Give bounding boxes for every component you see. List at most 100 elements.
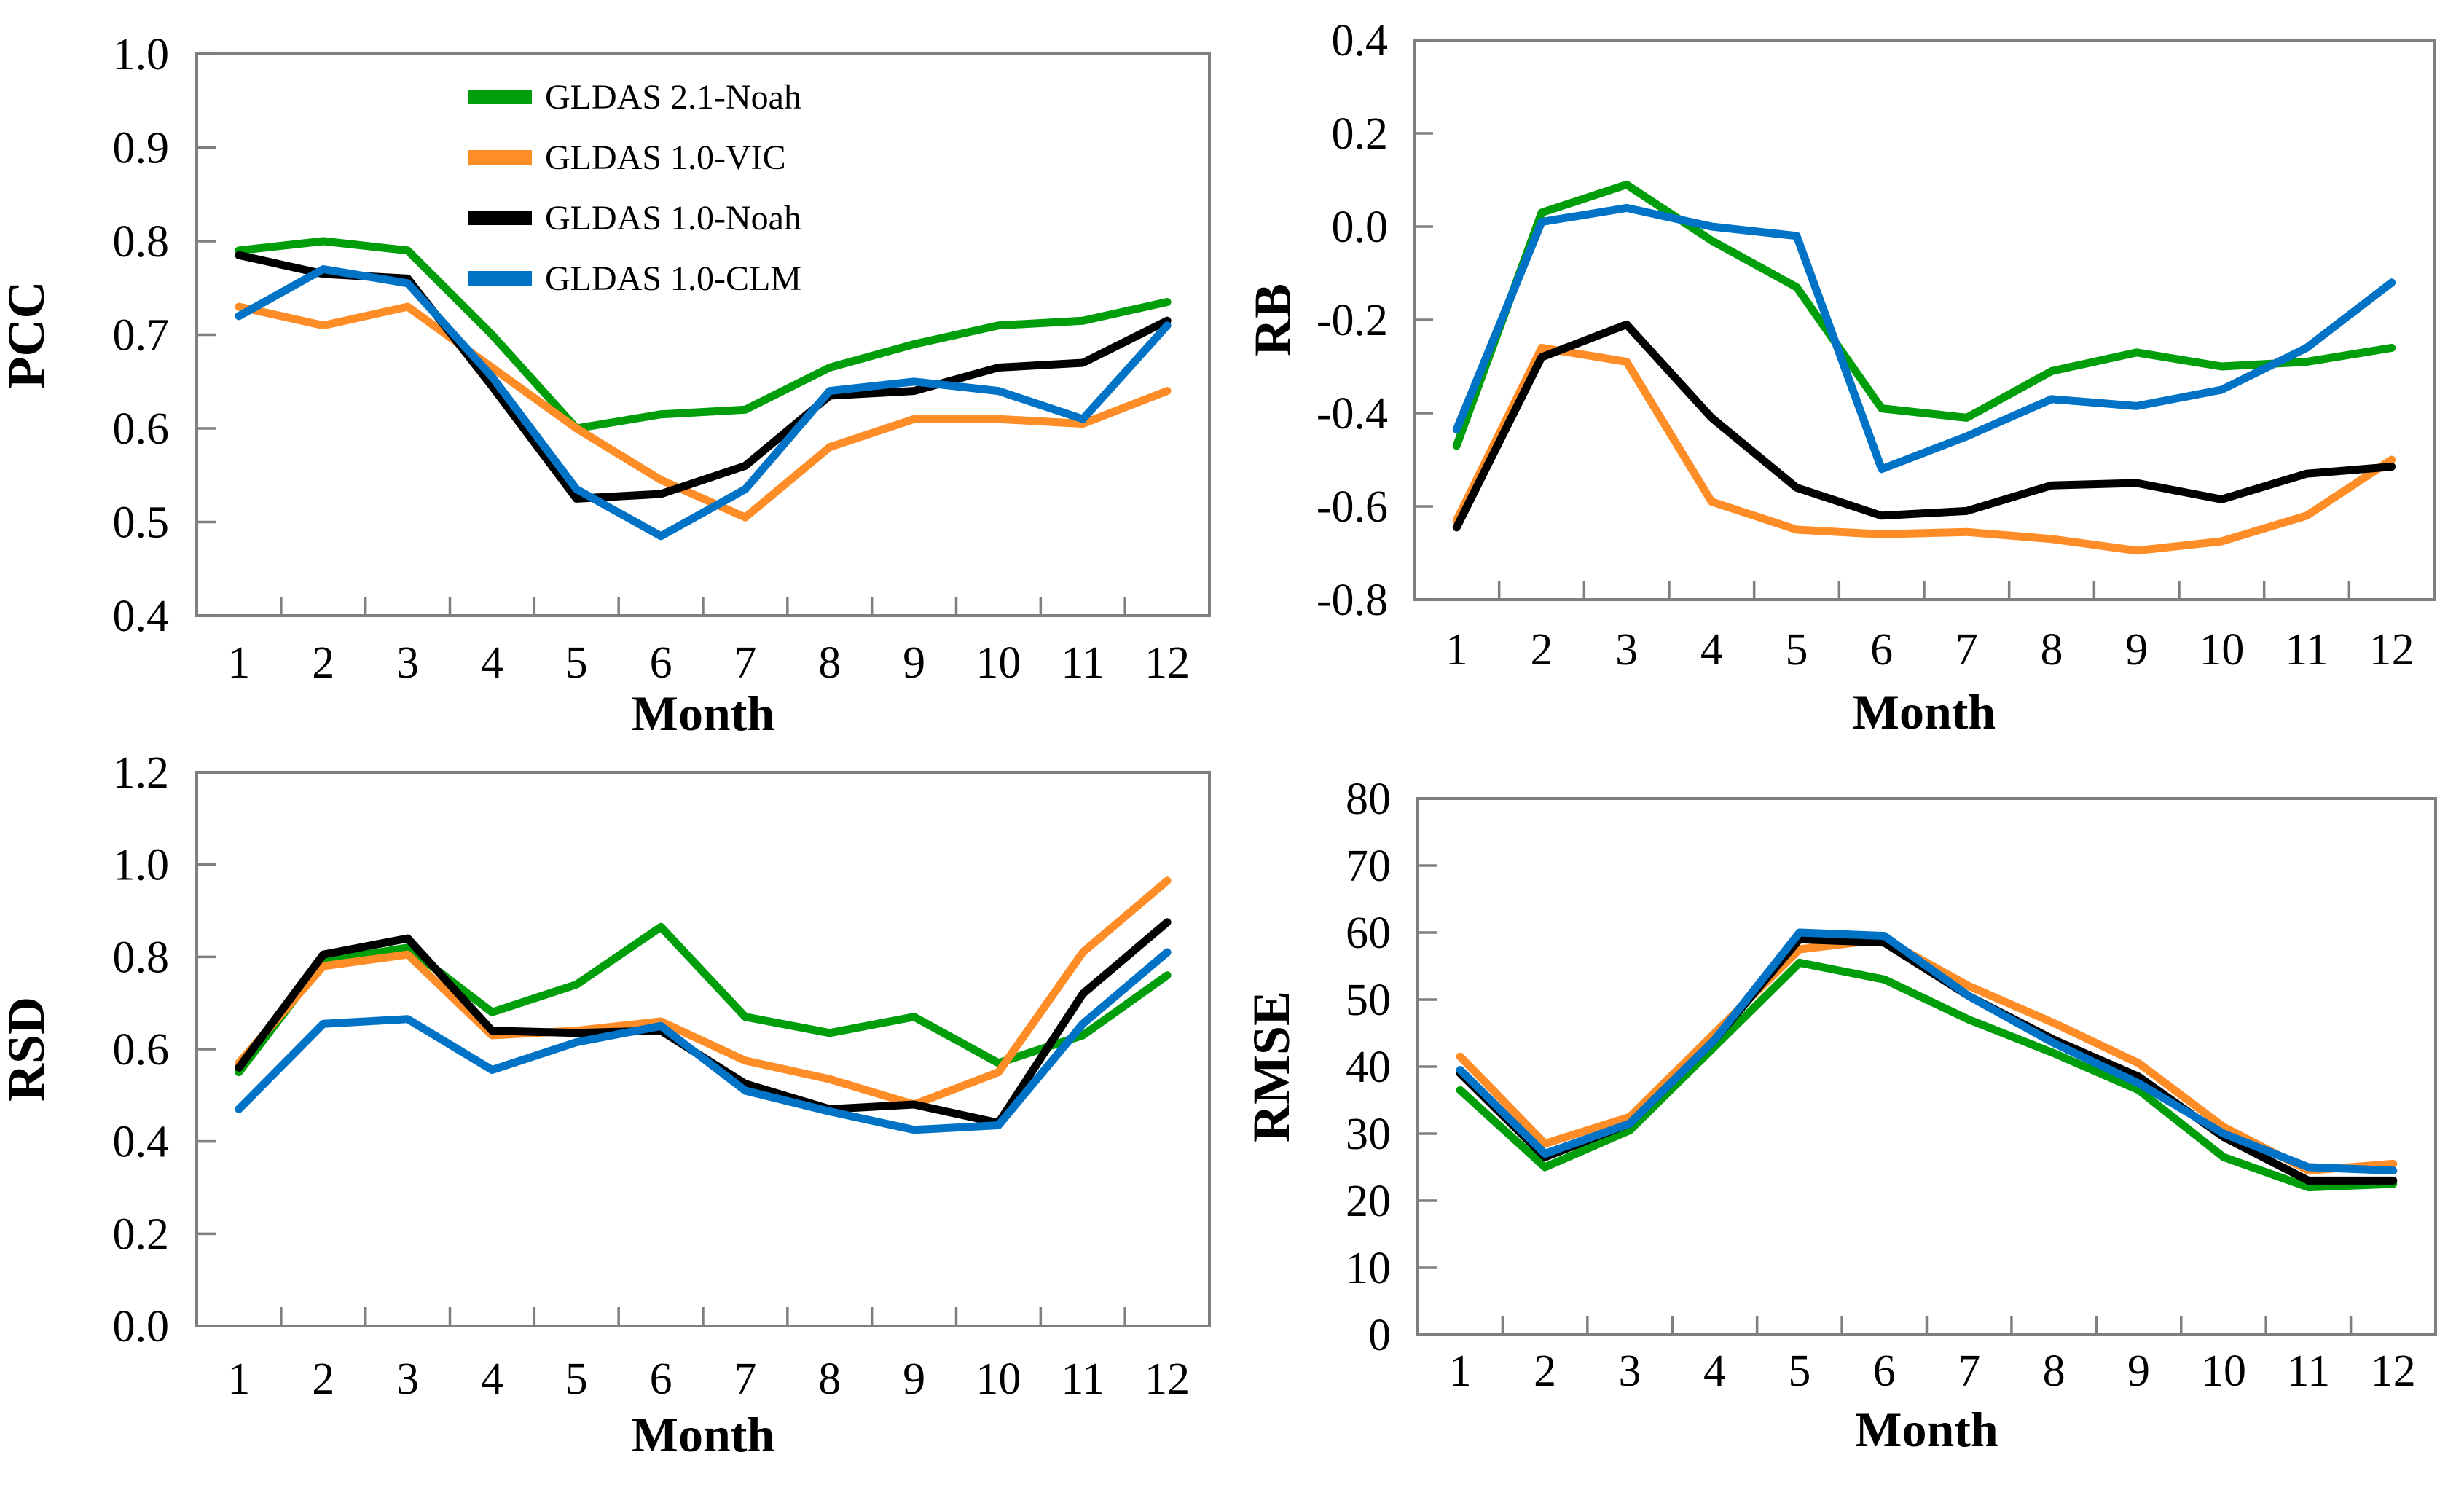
y-tick-label: 0.2 [1332,109,1389,159]
series-line-gldas-1-0-noah [1452,320,2396,532]
x-axis-title: Month [1853,684,1996,739]
panel-rmse: 80 70 60 50 40 30 20 10 0 1 2 3 4 5 6 7 8 9 10 11 12 Month RMS… [1232,743,2464,1487]
y-tick-label: 0.2 [113,1209,170,1259]
x-tick-label: 8 [2043,1346,2065,1396]
x-tick-label: 9 [2125,625,2148,675]
x-tick-label: 11 [2287,1346,2331,1396]
series-line-gldas-1-0-vic [235,302,1172,522]
x-tick-label: 12 [2371,1346,2416,1396]
y-tick-label: 0.5 [113,498,170,548]
x-tick-label: 10 [976,1354,1021,1404]
x-tick-label: 1 [227,1354,250,1404]
y-tick-label: 0.6 [113,1025,170,1075]
legend-label: GLDAS 2.1-Noah [545,78,801,117]
y-tick-label: 20 [1346,1177,1391,1226]
x-tick-label: 7 [1955,625,1978,675]
x-tick-label: 4 [1700,625,1723,675]
y-tick-label: 30 [1346,1110,1391,1159]
x-tick-label: 1 [227,638,250,688]
x-tick-label: 1 [1449,1346,1472,1396]
y-tick-label: 50 [1346,976,1391,1025]
x-axis-title: Month [632,686,774,741]
panel-pcc: 1.0 0.9 0.8 0.7 0.6 0.5 0.4 1 2 3 4 5 6 7 8 9 10 11 12 Mont… [0,0,1232,743]
x-tick-label: 3 [1619,1346,1641,1396]
legend-label: GLDAS 1.0-VIC [545,138,786,177]
y-tick-label: 0.6 [113,404,170,454]
x-tick-label: 8 [818,1354,841,1404]
y-tick-label: 10 [1346,1244,1391,1293]
pcc-chart: 1.00.90.80.70.60.50.41 2 3 4 5 6 7 8 9 10 11 12Mont… [0,0,1232,743]
y-tick-label: 1.0 [113,30,170,79]
x-tick-label: 7 [734,1354,756,1404]
x-axis-title: Month [1855,1402,1998,1457]
series-line-gldas-1-0-clm [1452,203,2396,474]
series-line-gldas-2-1-noah [235,237,1172,433]
y-tick-label: 1.0 [113,841,170,890]
y-tick-label: 80 [1346,774,1391,824]
x-tick-label: 4 [1703,1346,1726,1396]
y-tick-label: 1.2 [113,748,170,798]
y-tick-label: -0.6 [1317,482,1388,532]
plot-border [1416,797,2437,1336]
x-tick-label: 12 [1145,1354,1190,1404]
x-tick-label: 10 [2201,1346,2246,1396]
panel-rb: 0.4 0.2 0.0 -0.2 -0.4 -0.6 -0.8 1 2 3 4 5 6 7 8 9 10 11 12… [1232,0,2464,743]
y-tick-label: 0.9 [113,124,170,173]
y-tick-label: 0 [1368,1311,1391,1360]
y-tick-label: -0.2 [1317,296,1388,345]
x-tick-label: 12 [1145,638,1190,688]
x-tick-label: 5 [1788,1346,1810,1396]
y-tick-label: -0.8 [1317,576,1388,625]
x-tick-label: 9 [2127,1346,2150,1396]
y-tick-label: 0.0 [113,1302,170,1351]
x-tick-label: 2 [312,1354,334,1404]
y-tick-label: 0.0 [1332,203,1389,252]
x-tick-label: 11 [2285,625,2328,675]
legend: GLDAS 2.1-Noah GLDAS 1.0-VIC GLDAS 1.0-Noa… [468,78,801,298]
y-tick-label: -0.4 [1317,389,1388,439]
y-tick-label: 0.4 [113,1118,170,1167]
series-line-gldas-1-0-clm [235,265,1172,541]
x-tick-label: 8 [818,638,841,688]
x-tick-label: 9 [903,1354,925,1404]
x-tick-label: 5 [1786,625,1808,675]
legend-label: GLDAS 1.0-CLM [545,259,801,298]
x-tick-label: 11 [1061,1354,1105,1404]
x-tick-label: 12 [2369,625,2414,675]
y-tick-label: 0.4 [1332,16,1389,66]
y-tick-label: 40 [1346,1043,1391,1092]
x-tick-label: 7 [734,638,756,688]
x-tick-label: 4 [481,638,503,688]
y-axis-title: RSD [0,997,55,1102]
x-tick-label: 6 [650,1354,672,1404]
y-tick-label: 0.8 [113,217,170,267]
series-line-gldas-2-1-noah [1456,958,2398,1192]
y-axis-title: RMSE [1242,991,1300,1142]
y-axis-title: RB [1244,283,1302,356]
x-tick-label: 1 [1445,625,1468,675]
x-tick-label: 7 [1958,1346,1980,1396]
y-tick-label: 0.4 [113,592,170,641]
x-tick-label: 10 [2199,625,2244,675]
y-tick-label: 60 [1346,909,1391,958]
legend-label: GLDAS 1.0-Noah [545,199,801,238]
series-line-gldas-1-0-clm [1456,928,2398,1175]
panel-rsd: 1.2 1.0 0.8 0.6 0.4 0.2 0.0 1 2 3 4 5 6 7 8 9 10 11 12 Mont… [0,743,1232,1487]
y-tick-label: 0.7 [113,311,170,361]
x-tick-label: 2 [312,638,334,688]
x-tick-label: 6 [1870,625,1893,675]
x-tick-label: 3 [396,1354,419,1404]
y-tick-label: 0.8 [113,933,170,982]
x-tick-label: 4 [481,1354,503,1404]
x-tick-label: 8 [2041,625,2063,675]
series-line-gldas-2-1-noah [1452,180,2396,450]
x-tick-label: 11 [1061,638,1105,688]
y-tick-label: 70 [1346,841,1391,891]
x-tick-label: 6 [1873,1346,1896,1396]
series-line-gldas-1-0-clm [235,948,1172,1134]
x-tick-label: 5 [565,638,588,688]
x-tick-label: 2 [1534,1346,1556,1396]
x-tick-label: 3 [1615,625,1638,675]
